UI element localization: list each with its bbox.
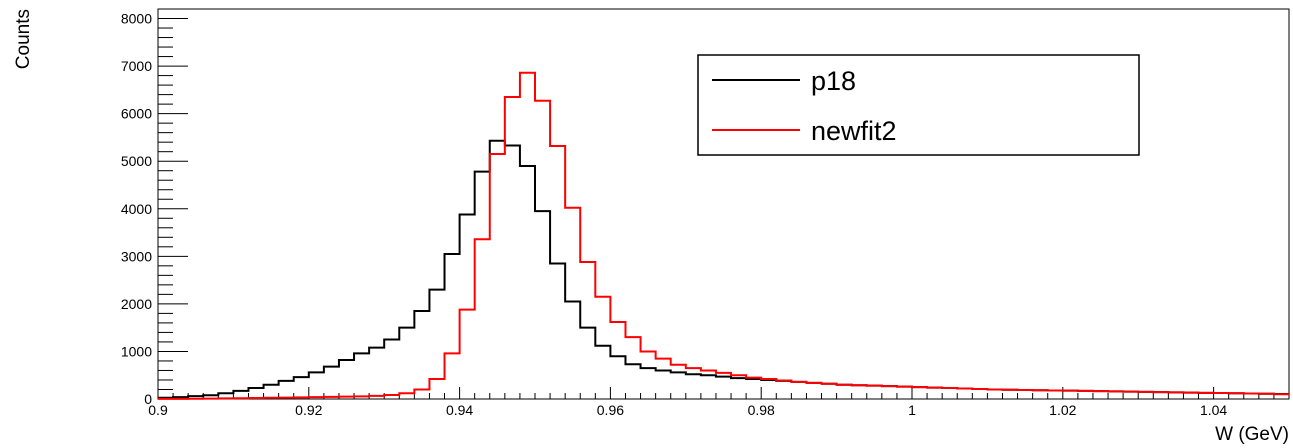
y-axis-title: Counts xyxy=(13,9,34,69)
y-tick-label: 7000 xyxy=(121,58,152,74)
x-tick-label: 0.96 xyxy=(597,402,624,418)
legend: p18 newfit2 xyxy=(697,54,1140,156)
legend-label-newfit2: newfit2 xyxy=(811,116,897,146)
x-tick-label: 0.98 xyxy=(748,402,775,418)
series-p18 xyxy=(158,139,1289,399)
y-tick-label: 8000 xyxy=(121,11,152,27)
x-tick-label: 0.94 xyxy=(446,402,473,418)
x-axis-title: W (GeV) xyxy=(1215,424,1289,445)
y-tick-label: 5000 xyxy=(121,153,152,169)
y-tick-label: 4000 xyxy=(121,201,152,217)
plot-frame xyxy=(157,8,1290,400)
series-newfit2 xyxy=(158,71,1289,400)
x-tick-label: 0.92 xyxy=(295,402,322,418)
x-tick-label: 1.04 xyxy=(1200,402,1227,418)
y-tick-label: 0 xyxy=(144,391,152,407)
y-tick-label: 6000 xyxy=(121,106,152,122)
legend-label-p18: p18 xyxy=(811,66,856,96)
y-tick-label: 3000 xyxy=(121,248,152,264)
x-tick-label: 0.9 xyxy=(148,402,168,418)
x-tick-label: 1.02 xyxy=(1049,402,1076,418)
x-tick-labels: 0.9 0.92 0.94 0.96 0.98 1 1.02 1.04 xyxy=(148,402,1227,418)
y-tick-label: 2000 xyxy=(121,296,152,312)
x-tick-label: 1 xyxy=(908,402,916,418)
series-layer xyxy=(158,71,1289,400)
legend-box xyxy=(697,54,1140,156)
y-tick-labels: 0 1000 2000 3000 4000 5000 6000 7000 8000 xyxy=(121,11,152,407)
y-tick-label: 1000 xyxy=(121,343,152,359)
